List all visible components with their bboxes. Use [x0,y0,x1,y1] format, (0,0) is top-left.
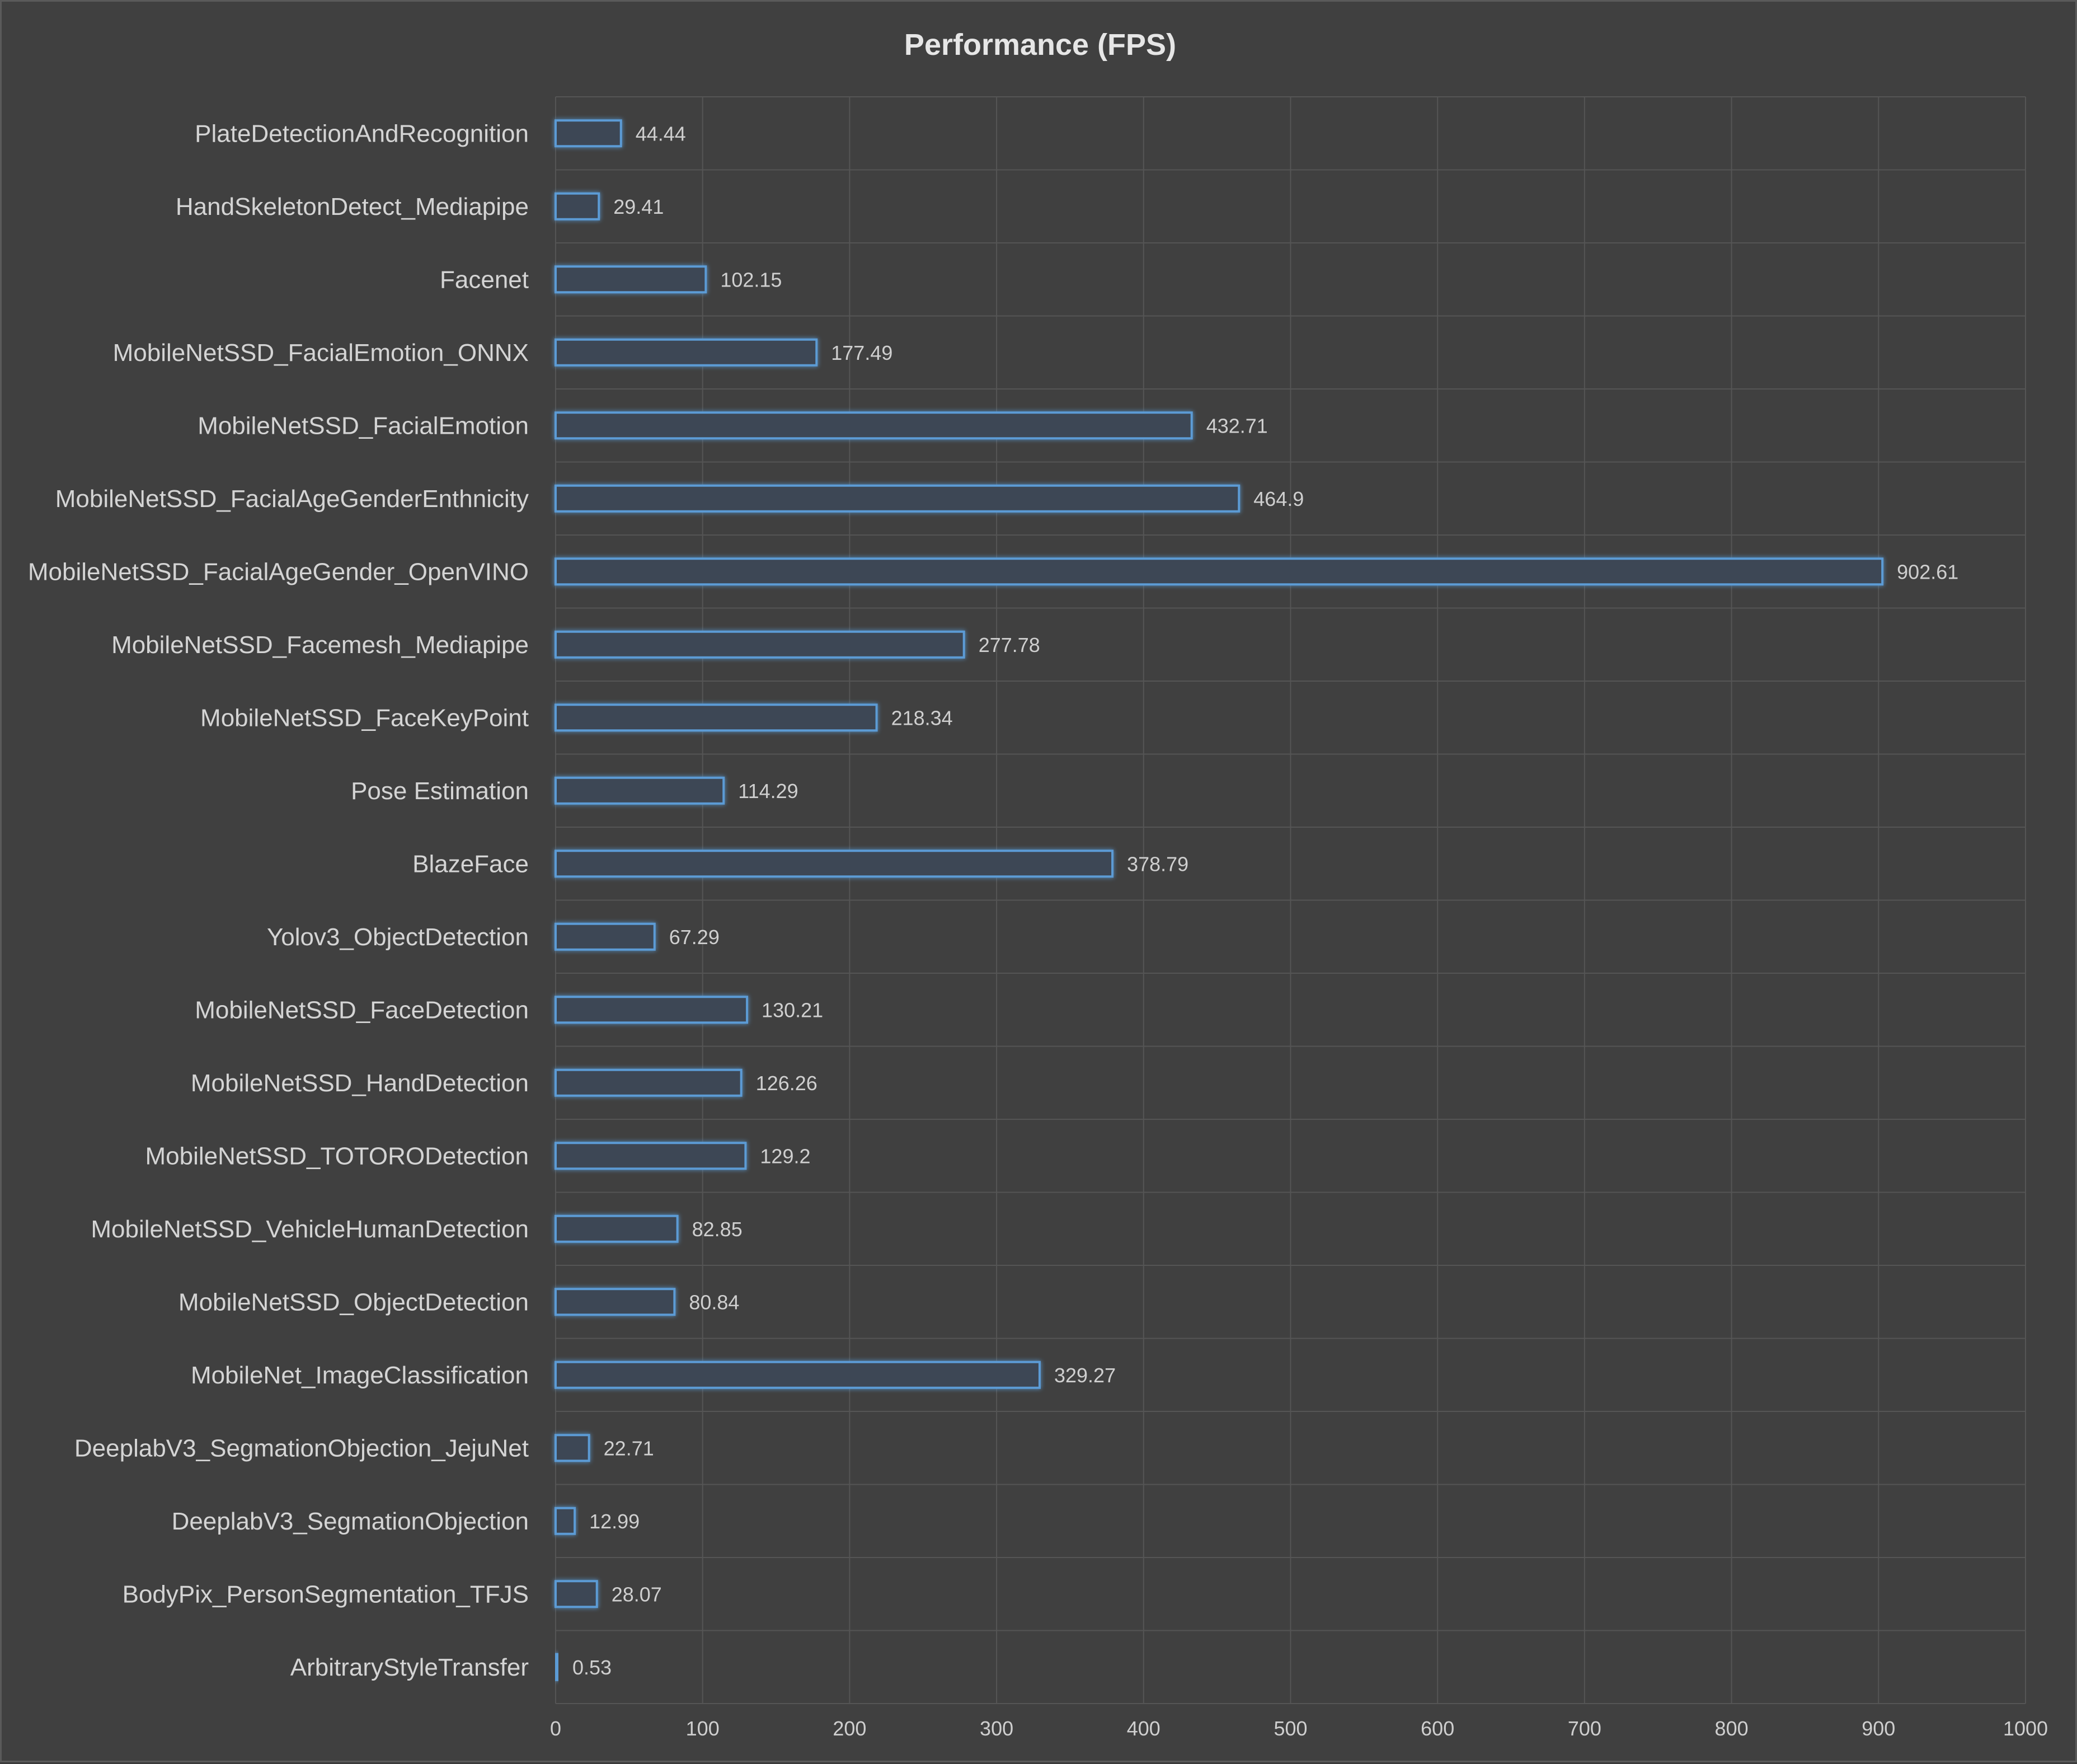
category-label: MobileNetSSD_VehicleHumanDetection [91,1216,529,1243]
category-label: ArbitraryStyleTransfer [290,1654,529,1681]
bar [555,850,1114,878]
x-axis-ticks: 0 100 200 300 400 500 600 700 800 900 1000 [550,1717,2048,1740]
category-label: MobileNetSSD_FaceDetection [195,996,529,1024]
x-tick-label: 600 [1421,1717,1454,1740]
bar [555,119,622,148]
data-label: 82.85 [692,1218,743,1241]
bar [555,265,707,294]
bar [555,776,725,805]
chart-title: Performance (FPS) [904,28,1176,62]
bar [555,922,656,951]
data-label: 177.49 [831,341,892,364]
data-labels: 44.44 29.41 102.15 177.49 432.71 464.9 902.61 2… [572,122,1958,1679]
category-label: DeeplabV3_SegmationObjection_JejuNet [74,1434,529,1462]
x-tick-label: 800 [1715,1717,1749,1740]
category-label: MobileNetSSD_HandDetection [191,1069,529,1097]
bar [555,630,965,659]
category-label: MobileNetSSD_FacialEmotion [198,412,529,439]
bar [555,1142,747,1170]
category-label: PlateDetectionAndRecognition [195,120,529,147]
bar [555,338,818,367]
data-label: 277.78 [979,634,1040,656]
category-label: MobileNetSSD_TOTORODetection [145,1142,529,1170]
x-tick-label: 0 [550,1717,561,1740]
bar [555,1288,676,1316]
data-label: 12.99 [589,1510,640,1533]
bar [555,1580,598,1608]
category-label: BlazeFace [412,850,529,878]
category-label: MobileNetSSD_FacialAgeGenderEnthnicity [55,485,529,513]
bar [555,484,1240,513]
bar [555,557,1884,586]
bar [555,703,878,732]
category-label: MobileNet_ImageClassification [191,1362,529,1389]
x-tick-label: 100 [686,1717,720,1740]
bar-series [555,119,1884,1681]
x-tick-label: 500 [1274,1717,1307,1740]
x-tick-label: 300 [980,1717,1013,1740]
data-label: 218.34 [891,706,953,729]
category-label: MobileNetSSD_ObjectDetection [178,1288,529,1316]
bar [555,1434,590,1462]
x-tick-label: 1000 [2003,1717,2048,1740]
category-label: MobileNetSSD_FaceKeyPoint [200,704,529,731]
data-label: 22.71 [604,1437,654,1460]
category-label: Facenet [440,266,529,293]
data-label: 464.9 [1253,487,1304,510]
data-label: 902.61 [1897,560,1958,583]
data-label: 67.29 [669,926,720,949]
data-label: 130.21 [762,998,823,1021]
category-label: MobileNetSSD_FacialAgeGender_OpenVINO [28,558,529,585]
data-label: 114.29 [738,780,798,803]
x-tick-label: 700 [1568,1717,1601,1740]
data-label: 378.79 [1127,852,1188,875]
x-tick-label: 200 [833,1717,866,1740]
x-tick-label: 900 [1862,1717,1895,1740]
gridlines [555,96,2026,1704]
bar [555,411,1193,440]
data-label: 28.07 [612,1583,662,1606]
data-label: 129.2 [760,1144,810,1167]
data-label: 44.44 [636,122,686,145]
data-label: 29.41 [613,195,664,218]
category-labels: PlateDetectionAndRecognition HandSkeleton… [28,120,529,1681]
category-label: BodyPix_PersonSegmentation_TFJS [123,1580,529,1608]
x-tick-label: 400 [1127,1717,1160,1740]
category-label: Yolov3_ObjectDetection [267,923,529,951]
category-label: HandSkeletonDetect_Mediapipe [176,193,529,221]
bar [555,1360,1041,1389]
category-label: MobileNetSSD_Facemesh_Mediapipe [111,631,529,659]
bar [555,1507,576,1535]
data-label: 329.27 [1054,1364,1116,1387]
data-label: 432.71 [1206,414,1268,437]
data-label: 0.53 [572,1656,612,1679]
bar [555,192,600,221]
category-label: Pose Estimation [351,777,529,805]
bar [555,1653,559,1681]
bar [555,996,749,1024]
data-label: 102.15 [720,268,782,291]
data-label: 80.84 [689,1291,739,1313]
bar [555,1068,743,1097]
bar [555,1214,679,1243]
data-label: 126.26 [756,1072,817,1095]
category-label: DeeplabV3_SegmationObjection [172,1508,529,1535]
category-label: MobileNetSSD_FacialEmotion_ONNX [113,339,529,367]
